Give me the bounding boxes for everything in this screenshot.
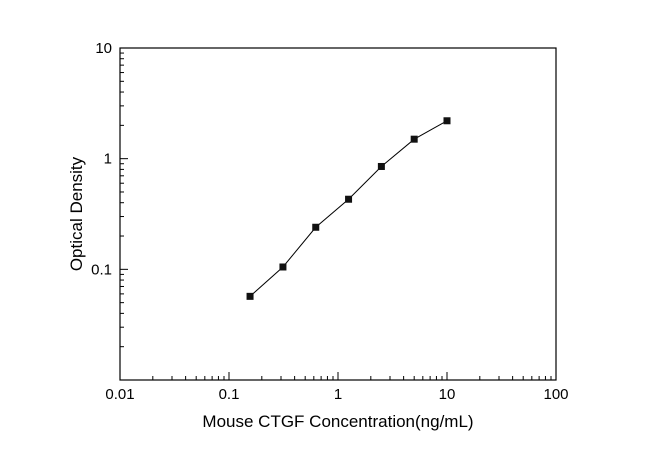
x-axis-title: Mouse CTGF Concentration(ng/mL): [202, 412, 473, 431]
y-axis-title: Optical Density: [67, 156, 86, 271]
plot-area: 0.01 0.1 1 10 100 0.1 1 10: [91, 40, 568, 403]
x-tick-label: 10: [439, 386, 456, 403]
x-tick-label: 0.1: [219, 386, 240, 403]
y-tick-label: 10: [95, 40, 112, 57]
x-tick-label: 100: [543, 386, 568, 403]
data-point-marker: [312, 223, 320, 231]
data-point-marker: [377, 162, 385, 170]
data-point-marker: [345, 195, 353, 203]
data-point-marker: [443, 117, 451, 125]
axis-frame: [119, 47, 557, 381]
y-tick-label: 1: [104, 151, 112, 168]
data-point-marker: [246, 292, 254, 300]
x-tick-label: 0.01: [105, 386, 134, 403]
data-point-marker: [410, 135, 418, 143]
x-tick-label: 1: [334, 386, 342, 403]
data-point-marker: [279, 263, 287, 271]
y-tick-label: 0.1: [91, 261, 112, 278]
